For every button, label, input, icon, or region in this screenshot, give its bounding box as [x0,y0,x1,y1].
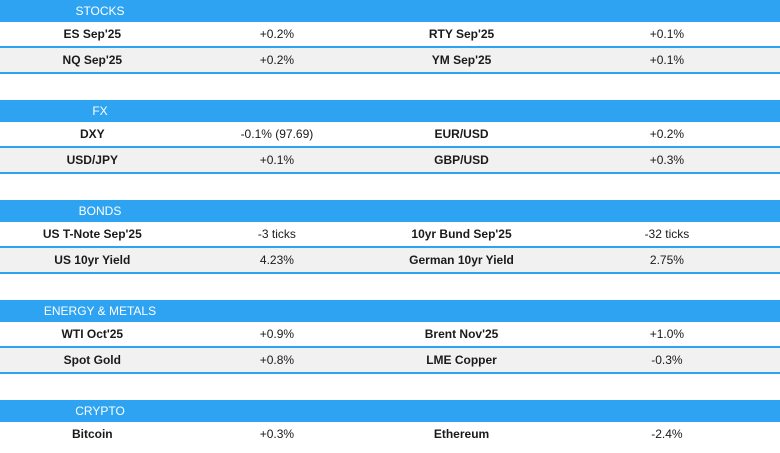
table-row: US T-Note Sep'25 -3 ticks 10yr Bund Sep'… [0,222,780,248]
section-fx: FX DXY -0.1% (97.69) EUR/USD +0.2% USD/J… [0,100,780,174]
section-header: CRYPTO [0,400,780,422]
instrument-name: Bitcoin [71,427,113,441]
section-header: BONDS [0,200,780,222]
instrument-name: DXY [79,127,105,141]
instrument-name: German 10yr Yield [409,253,514,267]
table-row: WTI Oct'25 +0.9% Brent Nov'25 +1.0% [0,322,780,348]
instrument-change: +0.1% [649,53,685,67]
instrument-name: Spot Gold [63,353,121,367]
section-gap [0,174,780,200]
section-title: ENERGY & METALS [43,304,157,318]
section-bonds: BONDS US T-Note Sep'25 -3 ticks 10yr Bun… [0,200,780,274]
instrument-name: EUR/USD [434,127,489,141]
instrument-change: 4.23% [259,253,294,267]
instrument-change: -3 ticks [257,227,296,241]
instrument-change: +0.8% [259,353,295,367]
instrument-name: US 10yr Yield [54,253,131,267]
instrument-name: GBP/USD [434,153,489,167]
section-stocks: STOCKS ES Sep'25 +0.2% RTY Sep'25 +0.1% … [0,0,780,74]
table-row: USD/JPY +0.1% GBP/USD +0.3% [0,148,780,174]
section-gap [0,374,780,400]
instrument-change: -32 ticks [644,227,690,241]
instrument-name: YM Sep'25 [431,53,492,67]
table-row: Spot Gold +0.8% LME Copper -0.3% [0,348,780,374]
section-title: CRYPTO [75,404,125,418]
instrument-change: +0.2% [649,127,685,141]
instrument-name: USD/JPY [66,153,118,167]
instrument-change: -0.3% [651,353,683,367]
section-gap [0,74,780,100]
section-title: FX [92,104,108,118]
instrument-change: +0.1% [259,153,295,167]
instrument-name: NQ Sep'25 [62,53,123,67]
section-header: FX [0,100,780,122]
section-title: STOCKS [75,4,125,18]
instrument-change: +0.9% [259,327,295,341]
instrument-name: ES Sep'25 [63,27,122,41]
section-energy-metals: ENERGY & METALS WTI Oct'25 +0.9% Brent N… [0,300,780,374]
instrument-name: US T-Note Sep'25 [42,227,142,241]
table-row: ES Sep'25 +0.2% RTY Sep'25 +0.1% [0,22,780,48]
instrument-change: -2.4% [651,427,683,441]
instrument-name: LME Copper [426,353,497,367]
section-gap [0,274,780,300]
section-header: STOCKS [0,0,780,22]
table-row: DXY -0.1% (97.69) EUR/USD +0.2% [0,122,780,148]
instrument-change: 2.75% [649,253,684,267]
instrument-change: +0.1% [649,27,685,41]
instrument-name: RTY Sep'25 [428,27,495,41]
table-row: Bitcoin +0.3% Ethereum -2.4% [0,422,780,446]
instrument-name: 10yr Bund Sep'25 [411,227,512,241]
instrument-change: +0.3% [649,153,685,167]
table-row: US 10yr Yield 4.23% German 10yr Yield 2.… [0,248,780,274]
section-crypto: CRYPTO Bitcoin +0.3% Ethereum -2.4% [0,400,780,446]
instrument-name: Brent Nov'25 [424,327,499,341]
section-header: ENERGY & METALS [0,300,780,322]
table-row: NQ Sep'25 +0.2% YM Sep'25 +0.1% [0,48,780,74]
section-title: BONDS [78,204,122,218]
instrument-change: +0.2% [259,53,295,67]
instrument-change: +0.3% [259,427,295,441]
instrument-change: +0.2% [259,27,295,41]
instrument-name: Ethereum [433,427,490,441]
instrument-change: -0.1% (97.69) [240,127,314,141]
instrument-change: +1.0% [649,327,685,341]
instrument-name: WTI Oct'25 [61,327,124,341]
